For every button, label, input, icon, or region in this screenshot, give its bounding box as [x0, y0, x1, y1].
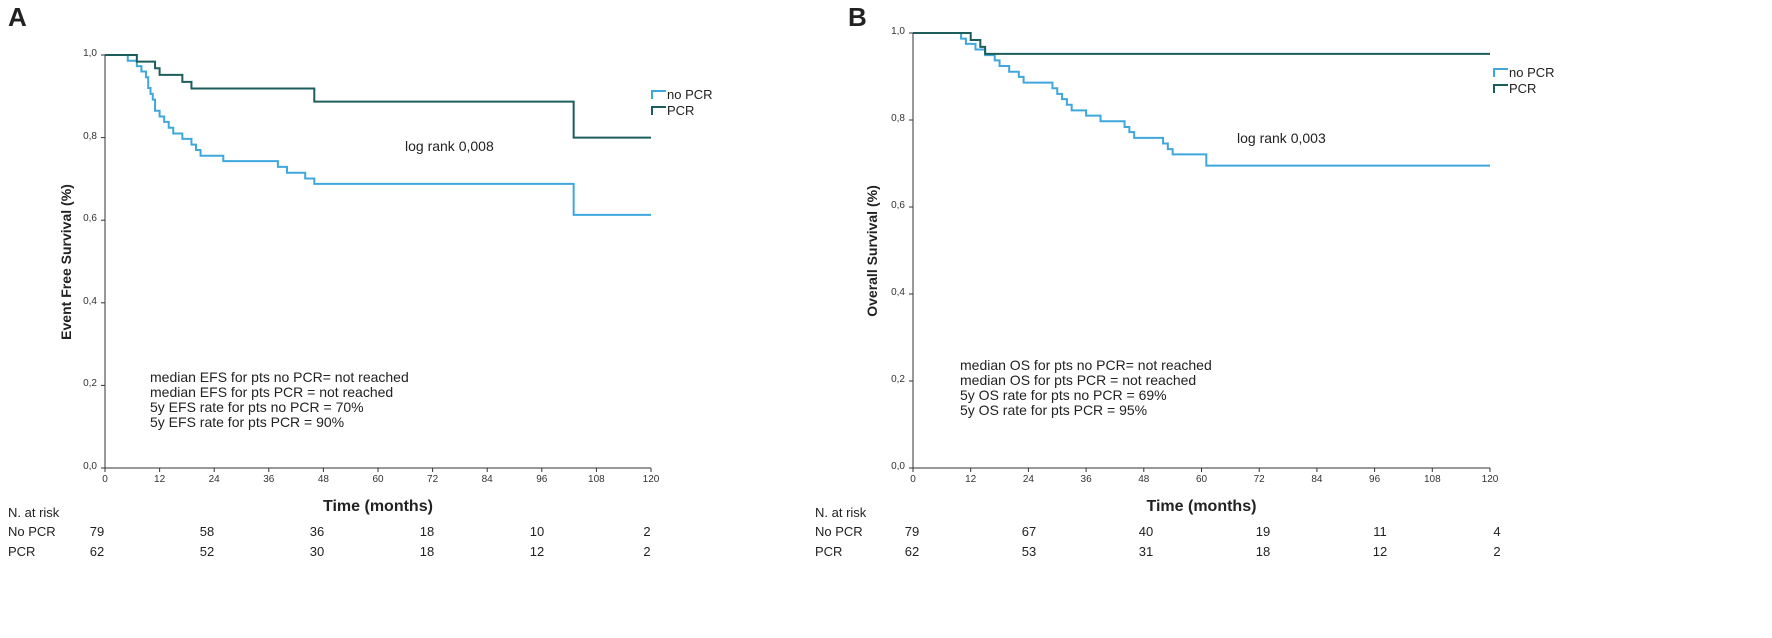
risk-count: 79: [904, 524, 920, 539]
legend: no PCR PCR: [651, 86, 713, 118]
x-tick-label: 12: [965, 474, 977, 485]
risk-table-title: N. at risk: [8, 505, 60, 520]
risk-count: 62: [904, 544, 920, 559]
y-tick-label: 0,2: [891, 374, 905, 385]
risk-count: 2: [643, 524, 651, 539]
y-tick-label: 0,2: [83, 378, 97, 390]
risk-count: 2: [1493, 544, 1501, 559]
x-axis-label: Time (months): [1146, 498, 1257, 515]
legend: no PCR PCR: [1493, 64, 1555, 96]
x-tick-label: 108: [1423, 474, 1441, 485]
y-tick-label: 0,6: [83, 213, 97, 225]
legend-item: PCR: [651, 102, 713, 118]
risk-row-label: No PCR: [8, 524, 56, 539]
survival-curve-no-pcr: [105, 54, 651, 216]
x-tick-label: 96: [536, 474, 548, 485]
risk-count: 67: [1021, 524, 1037, 539]
legend-swatch: [651, 90, 666, 99]
y-tick-label: 0,6: [891, 200, 905, 211]
x-tick-label: 84: [1311, 474, 1323, 485]
annotation-text: median OS for pts PCR = not reached: [960, 372, 1197, 388]
annotation-text: 5y OS rate for pts no PCR = 69%: [960, 387, 1167, 403]
x-tick-label: 24: [1022, 474, 1034, 485]
risk-count: 4: [1493, 524, 1501, 539]
survival-curve-pcr: [913, 32, 1490, 55]
risk-count: 58: [199, 524, 215, 539]
x-tick-label: 108: [588, 474, 605, 485]
annotation-text: 5y EFS rate for pts no PCR = 70%: [150, 399, 364, 415]
risk-count: 2: [643, 544, 651, 559]
annotation-text: 5y OS rate for pts PCR = 95%: [960, 402, 1148, 418]
x-tick-label: 72: [1253, 474, 1265, 485]
y-axis-label: Overall Survival (%): [864, 184, 880, 317]
risk-count: 12: [529, 544, 545, 559]
x-tick-label: 84: [481, 474, 493, 485]
risk-row-label: PCR: [8, 544, 36, 559]
risk-row-label: No PCR: [815, 524, 863, 539]
x-tick-label: 24: [208, 474, 220, 485]
x-tick-label: 36: [263, 474, 275, 485]
risk-count: 19: [1255, 524, 1271, 539]
risk-count: 53: [1021, 544, 1037, 559]
risk-count: 62: [89, 544, 105, 559]
y-tick-label: 0,8: [83, 130, 97, 142]
legend-item: no PCR: [651, 86, 713, 102]
x-axis-label: Time (months): [323, 498, 433, 515]
annotation-text: median OS for pts no PCR= not reached: [960, 357, 1212, 373]
x-tick-label: 120: [1481, 474, 1499, 485]
log-rank-label: log rank 0,003: [1237, 130, 1326, 146]
risk-count: 12: [1372, 544, 1388, 559]
x-tick-label: 0: [102, 474, 108, 485]
risk-count: 30: [309, 544, 325, 559]
risk-count: 31: [1138, 544, 1154, 559]
y-tick-label: 1,0: [891, 26, 905, 37]
y-tick-label: 0,0: [83, 461, 97, 472]
legend-label: PCR: [1509, 80, 1537, 96]
log-rank-label: log rank 0,008: [405, 138, 494, 154]
y-tick-label: 0,0: [891, 461, 905, 472]
legend-label: no PCR: [1509, 64, 1555, 80]
risk-count: 18: [419, 544, 435, 559]
risk-table-title: N. at risk: [815, 505, 867, 520]
risk-count: 40: [1138, 524, 1154, 539]
y-tick-label: 1,0: [83, 48, 97, 59]
risk-row-label: PCR: [815, 544, 843, 559]
y-tick-label: 0,4: [891, 287, 905, 298]
legend-swatch: [651, 106, 666, 115]
risk-count: 10: [529, 524, 545, 539]
legend-item: PCR: [1493, 80, 1555, 96]
risk-count: 18: [1255, 544, 1271, 559]
risk-count: 18: [419, 524, 435, 539]
x-tick-label: 36: [1080, 474, 1092, 485]
risk-count: 79: [89, 524, 105, 539]
x-tick-label: 60: [372, 474, 384, 485]
x-tick-label: 48: [317, 474, 329, 485]
annotation-text: median EFS for pts PCR = not reached: [150, 384, 394, 400]
annotation-text: 5y EFS rate for pts PCR = 90%: [150, 414, 345, 430]
risk-count: 11: [1373, 524, 1387, 539]
legend-item: no PCR: [1493, 64, 1555, 80]
y-tick-label: 0,4: [83, 295, 97, 307]
panel-letter: B: [848, 2, 867, 32]
risk-count: 36: [309, 524, 325, 539]
x-tick-label: 96: [1369, 474, 1381, 485]
x-tick-label: 60: [1195, 474, 1208, 485]
legend-swatch: [1493, 68, 1508, 77]
x-tick-label: 120: [642, 474, 660, 485]
annotation-text: median EFS for pts no PCR= not reached: [150, 369, 409, 385]
legend-label: PCR: [667, 102, 695, 118]
x-tick-label: 0: [910, 474, 916, 485]
risk-count: 52: [199, 544, 215, 559]
x-tick-label: 48: [1138, 474, 1150, 485]
legend-label: no PCR: [667, 86, 713, 102]
x-tick-label: 72: [427, 474, 439, 485]
y-tick-label: 0,8: [891, 113, 905, 124]
survival-curve-pcr: [105, 54, 651, 139]
legend-swatch: [1493, 84, 1508, 93]
panel-letter: A: [8, 2, 27, 32]
x-tick-label: 12: [154, 474, 166, 485]
